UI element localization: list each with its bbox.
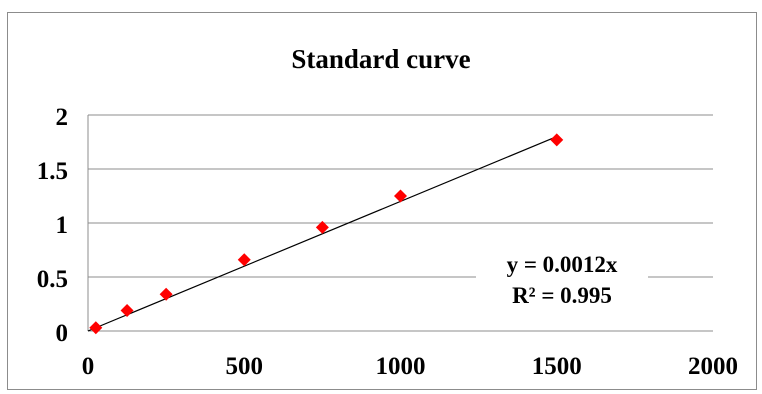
data-point xyxy=(315,220,329,234)
y-tick-label: 1 xyxy=(56,212,69,239)
x-tick-label: 1500 xyxy=(532,353,582,380)
axes xyxy=(87,115,713,332)
y-tick-label: 0 xyxy=(56,320,69,347)
data-point xyxy=(237,253,251,267)
y-axis-ticks: 0 0.5 1 1.5 2 xyxy=(37,104,68,347)
chart-title: Standard curve xyxy=(291,44,470,74)
data-point xyxy=(120,303,134,317)
y-tick-label: 0.5 xyxy=(37,266,68,293)
x-tick-label: 1000 xyxy=(376,353,426,380)
data-points xyxy=(89,133,564,335)
y-tick-label: 2 xyxy=(56,104,69,131)
x-tick-label: 0 xyxy=(82,353,95,380)
x-tick-label: 500 xyxy=(226,353,264,380)
y-tick-label: 1.5 xyxy=(37,158,68,185)
data-point xyxy=(89,321,103,335)
trendline-equation: y = 0.0012x xyxy=(507,252,618,277)
x-tick-label: 2000 xyxy=(688,353,738,380)
r-squared-label: R² = 0.995 xyxy=(512,283,612,308)
scatter-chart: Standard curve 0 0.5 1 1.5 2 0 500 1000 1500 200… xyxy=(37,44,738,380)
data-point xyxy=(159,287,173,301)
chart-frame: Standard curve 0 0.5 1 1.5 2 0 500 1000 1500 200… xyxy=(7,12,757,390)
x-axis-ticks: 0 500 1000 1500 2000 xyxy=(82,353,738,380)
equation-box-background xyxy=(476,249,648,311)
data-point xyxy=(394,189,407,203)
data-point xyxy=(550,133,564,147)
